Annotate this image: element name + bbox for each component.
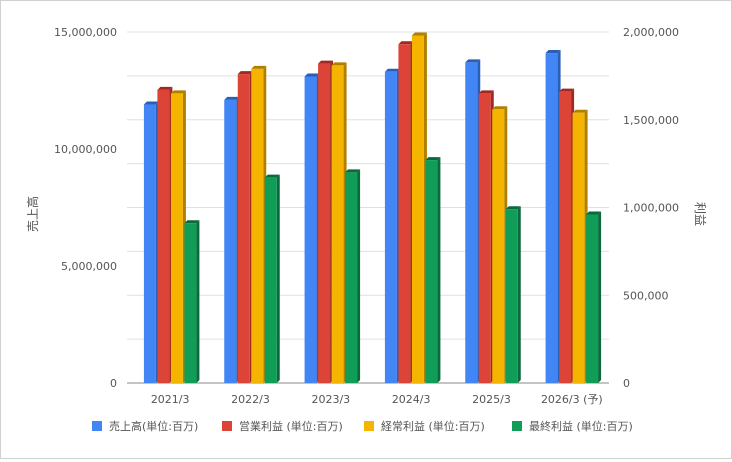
- bar: [331, 65, 344, 383]
- bar: [492, 109, 505, 383]
- legend-label: 最終利益 (単位:百万): [529, 419, 633, 433]
- bar: [478, 93, 491, 384]
- bar-top: [331, 62, 347, 66]
- bar: [411, 35, 424, 383]
- bar-top: [425, 157, 441, 161]
- right-axis-tick-label: 0: [623, 377, 630, 390]
- bar: [184, 223, 197, 383]
- bar-side: [357, 169, 361, 383]
- bar-top: [586, 211, 602, 215]
- bar-top: [545, 50, 561, 54]
- bar-top: [398, 41, 414, 45]
- bar-top: [505, 206, 521, 210]
- bar-top: [572, 109, 588, 113]
- bar: [398, 44, 411, 383]
- bar: [465, 62, 478, 384]
- bar: [345, 172, 358, 383]
- legend-label: 営業利益 (単位:百万): [239, 419, 343, 433]
- left-axis-tick-label: 5,000,000: [61, 260, 117, 273]
- bar: [264, 177, 277, 383]
- legend-swatch: [222, 421, 232, 431]
- bar-top: [157, 86, 173, 90]
- bar: [143, 104, 156, 383]
- bar: [157, 89, 170, 383]
- category-label: 2022/3: [231, 393, 270, 406]
- bar-top: [224, 96, 240, 100]
- bar: [237, 74, 250, 384]
- bar-top: [384, 68, 400, 72]
- bar-top: [143, 101, 159, 105]
- category-label: 2026/3 (予): [541, 393, 603, 406]
- legend-swatch: [364, 421, 374, 431]
- bar-top: [264, 174, 280, 178]
- legend-label: 売上高(単位:百万): [109, 419, 198, 433]
- bar: [572, 112, 585, 383]
- bar-top: [559, 88, 575, 92]
- category-label: 2023/3: [311, 393, 350, 406]
- bar-top: [345, 169, 361, 173]
- left-axis-tick-label: 10,000,000: [54, 143, 117, 156]
- bar-top: [237, 71, 253, 75]
- bar: [318, 63, 331, 384]
- bar-side: [437, 157, 441, 383]
- left-axis-tick-label: 15,000,000: [54, 26, 117, 39]
- bar-side: [517, 206, 521, 383]
- bar-top: [304, 73, 320, 77]
- bar-top: [170, 90, 186, 94]
- bar-top: [492, 106, 508, 110]
- bar-top: [184, 220, 200, 224]
- legend-swatch: [512, 421, 522, 431]
- bar-side: [598, 211, 602, 383]
- legend-label: 経常利益 (単位:百万): [381, 419, 485, 433]
- right-axis-tick-label: 500,000: [623, 289, 669, 302]
- legend: 売上高(単位:百万) 営業利益 (単位:百万) 経常利益 (単位:百万) 最終利益 (…: [92, 419, 633, 433]
- bar-top: [411, 32, 427, 36]
- bar: [545, 53, 558, 384]
- right-axis-tick-label: 1,000,000: [623, 202, 679, 215]
- bar: [384, 71, 397, 383]
- bar-top: [478, 90, 494, 94]
- bar: [251, 68, 264, 383]
- category-label: 2021/3: [151, 393, 190, 406]
- right-axis-title: 利益: [693, 202, 707, 226]
- bar: [425, 160, 438, 383]
- bar-top: [465, 59, 481, 63]
- bar: [170, 93, 183, 384]
- bar: [559, 91, 572, 384]
- gridlines: [127, 31, 609, 384]
- bar: [304, 76, 317, 384]
- right-axis-tick-label: 1,500,000: [623, 114, 679, 127]
- bar-side: [196, 220, 200, 383]
- right-axis-tick-label: 2,000,000: [623, 26, 679, 39]
- bar-side: [276, 174, 280, 383]
- bar: [224, 99, 237, 384]
- left-axis-tick-label: 0: [110, 377, 117, 390]
- bar: [586, 214, 599, 383]
- category-label: 2024/3: [392, 393, 431, 406]
- legend-swatch: [92, 421, 102, 431]
- category-label: 2025/3: [472, 393, 511, 406]
- bar-top: [251, 65, 267, 69]
- bar-top: [318, 60, 334, 64]
- bar: [505, 209, 518, 383]
- bars: [143, 32, 602, 384]
- left-axis-title: 売上高: [25, 196, 40, 232]
- axes: 0 5,000,000 10,000,000 15,000,000 0 500,000 1,…: [54, 26, 679, 406]
